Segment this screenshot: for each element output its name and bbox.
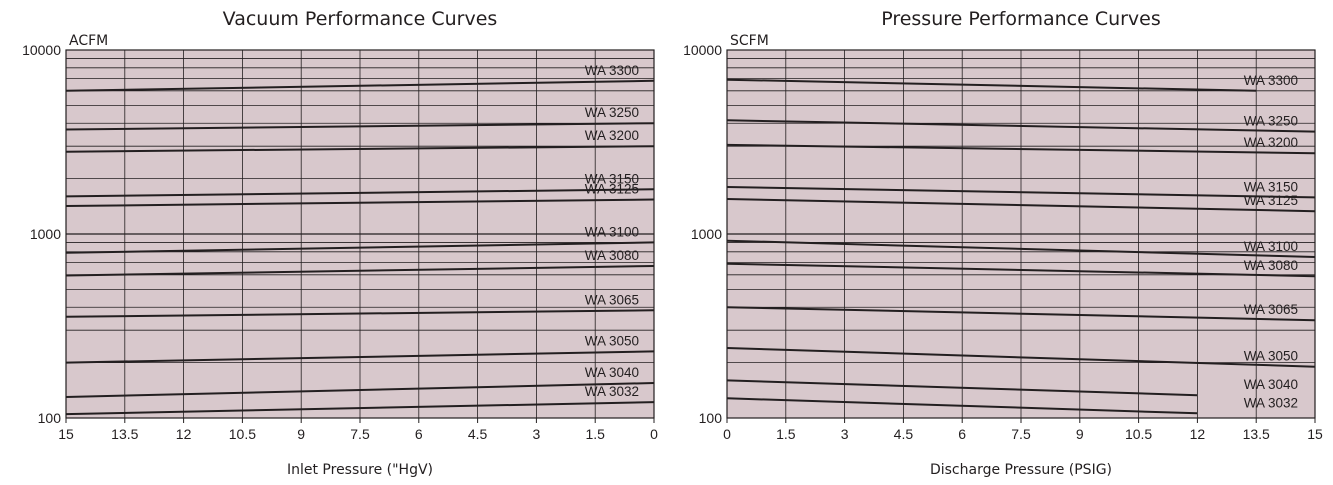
x-tick-label: 13.5 [111, 426, 138, 442]
series-line [65, 122, 655, 131]
x-tick-label: 13.5 [1243, 426, 1270, 442]
series-label: WA 3125 [1244, 193, 1298, 208]
x-axis-label: Inlet Pressure ("HgV) [287, 462, 433, 478]
series-line [726, 119, 1316, 133]
x-tick-label: 15 [58, 426, 74, 442]
y-tick-label: 10000 [683, 42, 722, 58]
x-tick-label: 3 [841, 426, 849, 442]
series-line [65, 309, 655, 318]
series-line [65, 79, 655, 92]
gridlines [66, 50, 654, 418]
y-tick-label: 1000 [30, 226, 61, 242]
series-line [65, 241, 655, 254]
x-tick-label: 3 [533, 426, 541, 442]
x-tick-label: 6 [415, 426, 423, 442]
y-tick-label: 100 [699, 410, 723, 426]
chart-title: Pressure Performance Curves [881, 8, 1161, 30]
x-tick-label: 10.5 [1125, 426, 1152, 442]
series-label: WA 3250 [585, 105, 639, 120]
series-label: WA 3200 [585, 128, 639, 143]
x-tick-label: 15 [1307, 426, 1323, 442]
x-tick-label: 0 [650, 426, 658, 442]
x-tick-labels: 0 1.5 3 4.5 6 7.5 9 10.5 12 13.5 15 [723, 418, 1323, 442]
x-tick-label: 4.5 [894, 426, 914, 442]
series-line [65, 145, 655, 153]
x-tick-label: 9 [297, 426, 305, 442]
series-label: WA 3150 [1244, 179, 1298, 194]
y-axis-label: SCFM [730, 33, 769, 49]
series-label: WA 3250 [1244, 114, 1298, 129]
series-label: WA 3032 [1244, 395, 1298, 410]
series-label: WA 3032 [585, 384, 639, 399]
x-tick-label: 7.5 [1011, 426, 1031, 442]
series-line [65, 265, 655, 277]
gridlines [727, 50, 1315, 418]
series-label: WA 3150 [585, 171, 639, 186]
y-tick-label: 10000 [22, 42, 61, 58]
series-label: WA 3300 [1244, 73, 1298, 88]
series-line [726, 262, 1316, 278]
x-tick-label: 4.5 [468, 426, 488, 442]
series-label: WA 3065 [1244, 302, 1298, 317]
y-tick-labels: 10000 1000 100 [22, 42, 61, 426]
x-axis-label: Discharge Pressure (PSIG) [930, 462, 1112, 478]
series-label: WA 3040 [585, 365, 639, 380]
y-tick-labels: 10000 1000 100 [683, 42, 722, 426]
series-line [726, 379, 1198, 397]
series-line [726, 186, 1316, 199]
series-label: WA 3065 [585, 292, 639, 307]
series-line [726, 306, 1316, 322]
x-tick-label: 0 [723, 426, 731, 442]
series-label: WA 3080 [1244, 258, 1298, 273]
series-label: WA 3300 [585, 63, 639, 78]
x-tick-label: 12 [1190, 426, 1206, 442]
series-line [65, 401, 655, 416]
x-tick-label: 6 [958, 426, 966, 442]
y-tick-label: 1000 [691, 226, 722, 242]
series-line [726, 143, 1316, 155]
series-line [65, 188, 655, 198]
y-tick-label: 100 [38, 410, 62, 426]
series-line [65, 198, 655, 207]
series-line [65, 350, 655, 364]
series-label: WA 3080 [585, 248, 639, 263]
y-axis-label: ACFM [69, 33, 108, 49]
series-line [726, 239, 1316, 258]
series-line [726, 397, 1198, 415]
x-tick-label: 9 [1076, 426, 1084, 442]
series-line [726, 198, 1316, 213]
x-tick-label: 10.5 [229, 426, 256, 442]
chart-title: Vacuum Performance Curves [223, 8, 498, 30]
series-label: WA 3200 [1244, 135, 1298, 150]
series-label: WA 3100 [1244, 239, 1298, 254]
x-tick-label: 12 [176, 426, 192, 442]
series-label: WA 3040 [1244, 377, 1298, 392]
series-label: WA 3050 [1244, 349, 1298, 364]
x-tick-label: 1.5 [585, 426, 605, 442]
series-line [726, 78, 1257, 92]
x-tick-label: 1.5 [776, 426, 796, 442]
series-label: WA 3100 [585, 224, 639, 239]
x-tick-labels: 15 13.5 12 10.5 9 7.5 6 4.5 3 1.5 0 [58, 418, 658, 442]
x-tick-label: 7.5 [350, 426, 370, 442]
series-label: WA 3125 [585, 182, 639, 197]
series-line [65, 382, 655, 398]
series-label: WA 3050 [585, 333, 639, 348]
series-line [726, 347, 1316, 368]
